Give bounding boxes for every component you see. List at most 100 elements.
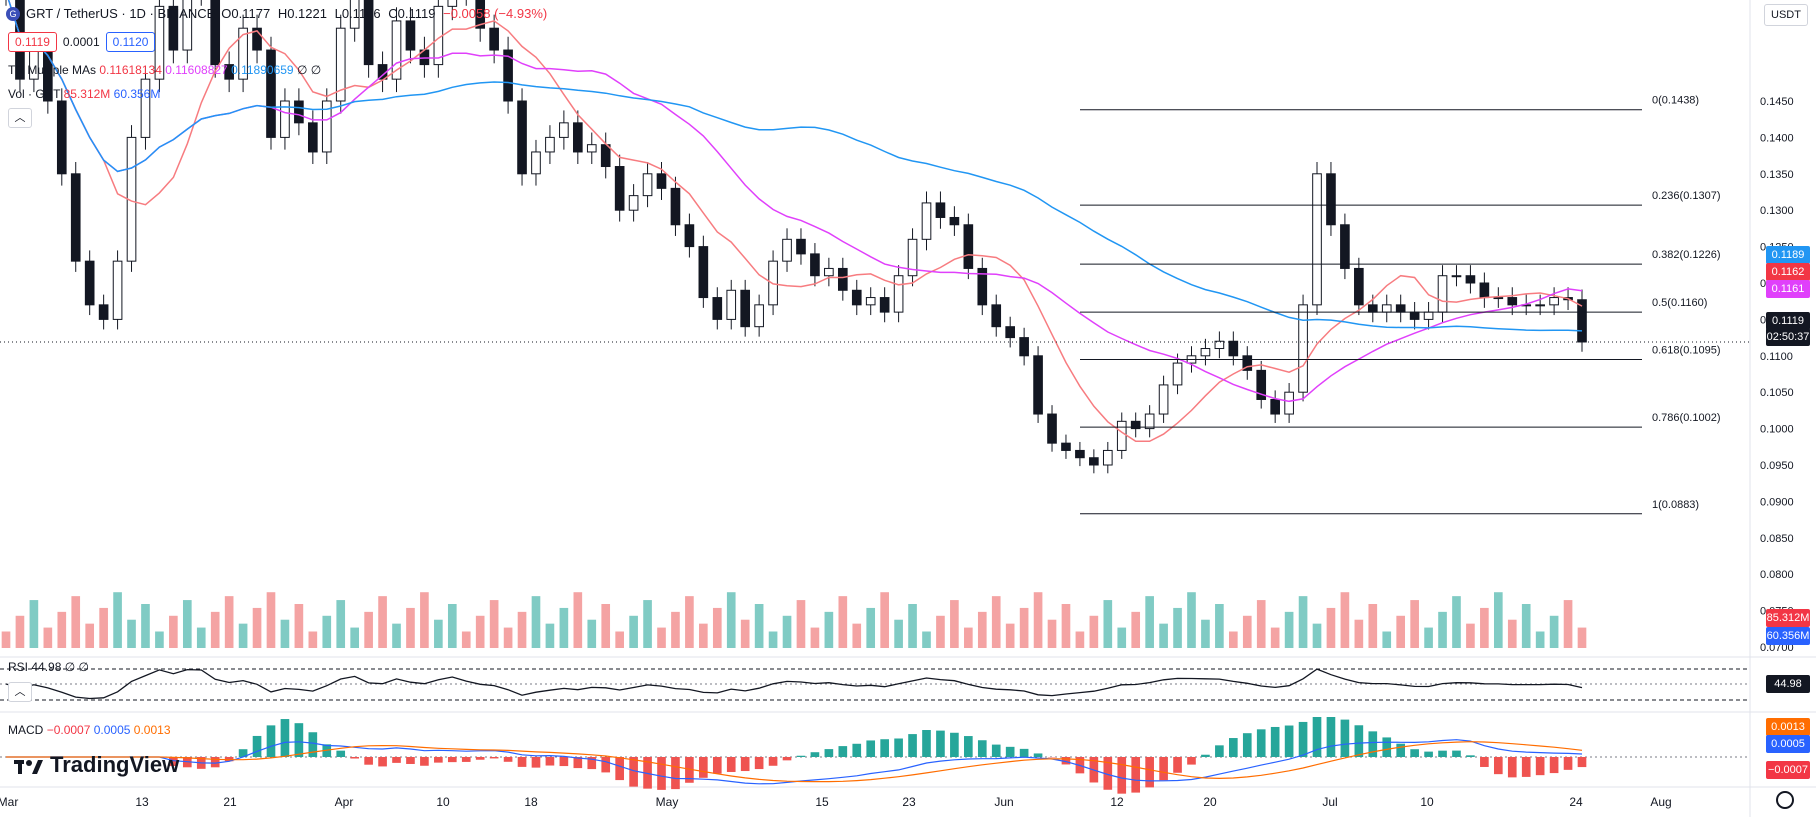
candle — [1395, 304, 1406, 313]
macd-histogram-bar — [252, 735, 262, 757]
macd-histogram-bar — [1173, 757, 1182, 773]
fib-level-label: 1(0.0883) — [1652, 499, 1699, 511]
y-tick-label: 0.0850 — [1760, 533, 1794, 545]
rsi-value: 44.98 — [31, 660, 62, 674]
candle — [182, 0, 193, 51]
macd-value-3: 0.0013 — [133, 723, 171, 737]
candle — [1479, 282, 1490, 299]
volume-bar — [964, 627, 973, 648]
moving-average-line-3 — [7, 0, 1583, 332]
volume-bar — [1229, 631, 1238, 648]
x-tick-label: 15 — [815, 795, 829, 809]
macd-histogram-bar — [1201, 754, 1210, 757]
volume-bar — [880, 592, 889, 648]
candle — [893, 275, 904, 313]
macd-histogram-bar — [1368, 731, 1378, 757]
candle — [1214, 340, 1225, 350]
volume-bar — [1424, 627, 1433, 648]
candle — [726, 289, 737, 320]
buy-button[interactable]: 0.1120 — [105, 32, 156, 52]
volume-bar — [894, 619, 903, 648]
open-value: O0.1177 — [221, 6, 271, 21]
volume-bar — [1117, 627, 1127, 648]
volume-bar — [1326, 607, 1336, 648]
volume-bar — [1145, 596, 1154, 648]
volume-bar — [1507, 619, 1517, 648]
volume-bar — [1270, 627, 1280, 648]
candle — [308, 122, 318, 153]
macd-histogram-bar — [824, 749, 834, 757]
macd-histogram-bar — [350, 757, 359, 759]
macd-histogram-bar — [782, 757, 792, 761]
volume-bar — [99, 607, 108, 648]
macd-signal-line — [6, 741, 1583, 783]
tradingview-logo[interactable]: TradingView — [14, 752, 179, 778]
candle — [824, 267, 834, 277]
y-tick-label: 0.1000 — [1760, 424, 1794, 436]
volume-bar — [643, 600, 652, 648]
y-tick-label: 0.0900 — [1760, 496, 1794, 508]
volume-bar — [699, 623, 708, 648]
volume-legend[interactable]: Vol · GRT 85.312M 60.356M — [8, 87, 160, 101]
volume-bar — [1284, 611, 1294, 648]
volume-bar — [29, 600, 39, 648]
candle — [907, 238, 918, 277]
volume-bar — [950, 600, 959, 648]
candle — [1102, 449, 1113, 466]
candle — [572, 122, 583, 153]
candle — [1158, 384, 1169, 415]
macd-value-2: 0.0005 — [93, 723, 131, 737]
macd-histogram-bar — [950, 732, 959, 757]
candle — [1535, 304, 1545, 307]
macd-legend[interactable]: MACD −0.0007 0.0005 0.0013 — [8, 723, 171, 737]
symbol-title[interactable]: GRT / TetherUS · 1D · BINANCE — [26, 6, 216, 21]
last-price-tag: 0.1119 — [1766, 312, 1810, 330]
sell-button[interactable]: 0.1119 — [8, 32, 57, 52]
rsi-legend[interactable]: RSI 44.98 ∅ ∅ — [8, 660, 89, 674]
volume-bar — [824, 611, 834, 648]
grt-coin-icon: G — [6, 6, 20, 21]
macd-histogram-bar — [1242, 733, 1252, 757]
candle — [670, 187, 681, 226]
candle — [1409, 311, 1420, 320]
candle — [642, 173, 653, 197]
volume-bar — [712, 607, 722, 648]
candle — [1284, 391, 1294, 415]
ma-legend[interactable]: TR Multiple MAs 0.11618134 0.11608827 0.… — [8, 63, 321, 77]
macd-histogram-bar — [810, 752, 820, 757]
currency-button[interactable]: USDT — [1764, 4, 1808, 26]
collapse-legend-button[interactable]: ︿ — [8, 108, 32, 128]
candle — [1200, 348, 1211, 357]
ma-value-5: ∅ — [310, 63, 322, 77]
tradingview-icon — [14, 756, 44, 774]
macd-histogram-bar — [559, 757, 569, 767]
volume-bar — [936, 615, 945, 648]
candle — [252, 27, 262, 51]
macd-histogram-bar — [1521, 757, 1531, 777]
rsi-collapse-button[interactable]: ︿ — [8, 682, 32, 702]
x-tick-label: Mar — [0, 795, 18, 809]
volume-bar — [1061, 604, 1071, 648]
volume-bar — [1549, 615, 1559, 648]
volume-bar — [852, 623, 862, 648]
candle — [1340, 224, 1350, 269]
vol-value-1: 85.312M — [63, 87, 111, 101]
volume-bar — [1047, 619, 1057, 648]
settings-gear-icon[interactable] — [1776, 791, 1794, 809]
macd-histogram-bar — [1117, 757, 1127, 794]
volume-bar — [1089, 615, 1099, 648]
volume-bar — [420, 592, 429, 648]
candle — [851, 289, 862, 306]
candle — [1270, 398, 1280, 415]
candle — [698, 246, 709, 299]
macd-histogram-bar — [461, 757, 471, 762]
candle — [70, 173, 81, 262]
macd-histogram-bar — [1340, 719, 1350, 757]
volume-bar — [1256, 600, 1266, 648]
ma-value-2: 0.11608827 — [165, 63, 228, 77]
x-tick-label: 18 — [524, 795, 538, 809]
candle — [1116, 420, 1127, 451]
volume-bar — [71, 596, 81, 648]
candle — [84, 260, 95, 306]
